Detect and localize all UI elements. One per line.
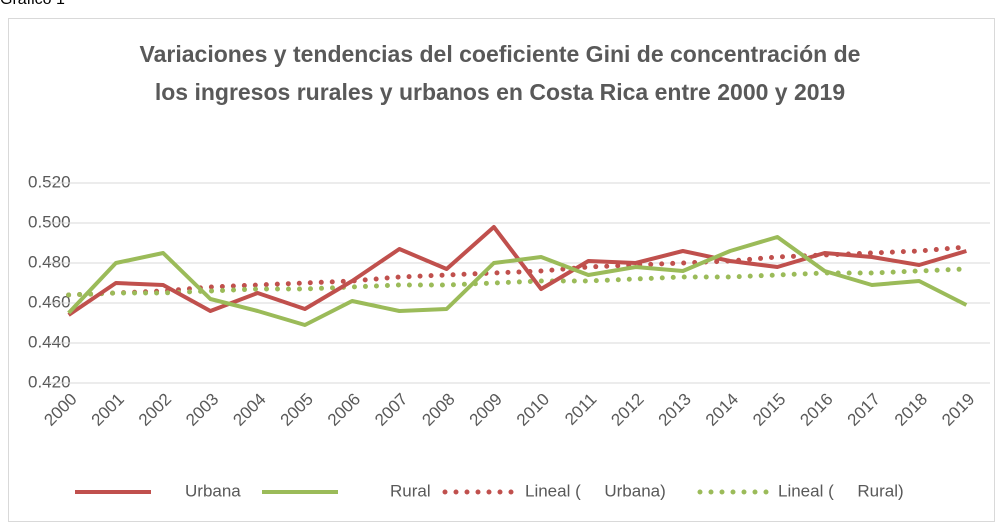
y-tick-label: 0.420 (28, 372, 71, 391)
y-tick-label: 0.480 (28, 252, 71, 271)
caption: Gráfico 1 (0, 0, 65, 9)
chart-title: Variaciones y tendencias del coeficiente… (139, 41, 861, 105)
y-tick-label: 0.440 (28, 332, 71, 351)
chart-frame (8, 18, 995, 522)
trend-line (66, 266, 969, 298)
legend-label: Lineal ( Urbana) (525, 481, 666, 500)
series-line (67, 235, 968, 327)
y-tick-label: 0.520 (28, 172, 71, 191)
legend-label: Lineal ( Rural) (778, 481, 904, 500)
legend-label: Rural (390, 481, 431, 500)
legend-label: Urbana (185, 481, 241, 500)
y-tick-label: 0.460 (28, 292, 71, 311)
y-tick-label: 0.500 (28, 212, 71, 231)
